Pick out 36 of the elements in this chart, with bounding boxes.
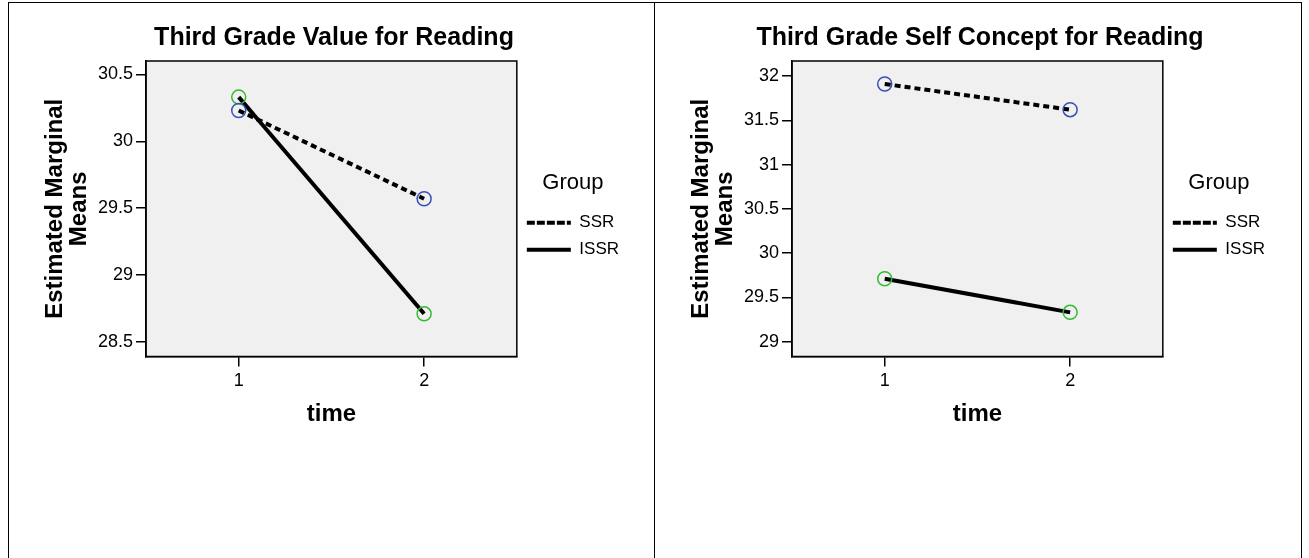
y-tick-label: 32 — [759, 65, 780, 86]
chart-title: Third Grade Value for Reading — [154, 21, 514, 50]
legend-label: ISSR — [579, 239, 620, 259]
x-axis-title: time — [306, 399, 357, 427]
y-tick-label: 31.5 — [743, 109, 780, 130]
y-tick-label: 29.5 — [743, 286, 780, 307]
y-tick-label: 29 — [113, 263, 134, 284]
y-tick-label: 28.5 — [97, 330, 134, 351]
x-tick-label: 1 — [233, 370, 244, 391]
x-tick-label: 2 — [1065, 370, 1076, 391]
point — [230, 89, 247, 105]
legend-title: Group — [1188, 168, 1250, 194]
y-axis-title: Estimated Marginal Means — [39, 98, 91, 319]
point — [1062, 101, 1078, 118]
point — [416, 306, 432, 322]
y-tick-label: 30.5 — [97, 63, 134, 84]
x-tick-label: 1 — [879, 370, 890, 391]
point — [1062, 304, 1078, 321]
legend-label: SSR — [1225, 212, 1261, 232]
chart-title: Third Grade Self Concept for Reading — [756, 21, 1204, 50]
point — [416, 191, 432, 207]
y-tick-label: 30.5 — [743, 197, 780, 218]
x-tick-label: 2 — [419, 370, 430, 391]
point — [876, 270, 893, 287]
y-tick-label: 29.5 — [97, 197, 134, 218]
point — [230, 102, 247, 119]
legend-label: SSR — [579, 212, 615, 232]
y-tick-label: 30 — [759, 242, 780, 263]
x-axis-title: time — [952, 399, 1003, 427]
y-tick-label: 30 — [113, 130, 134, 151]
legend-title: Group — [542, 168, 604, 194]
y-tick-label: 31 — [759, 153, 780, 174]
legend-label: ISSR — [1225, 239, 1266, 259]
y-tick-label: 29 — [759, 330, 780, 351]
point — [876, 76, 893, 92]
y-axis-title: Estimated Marginal Means — [685, 98, 737, 319]
